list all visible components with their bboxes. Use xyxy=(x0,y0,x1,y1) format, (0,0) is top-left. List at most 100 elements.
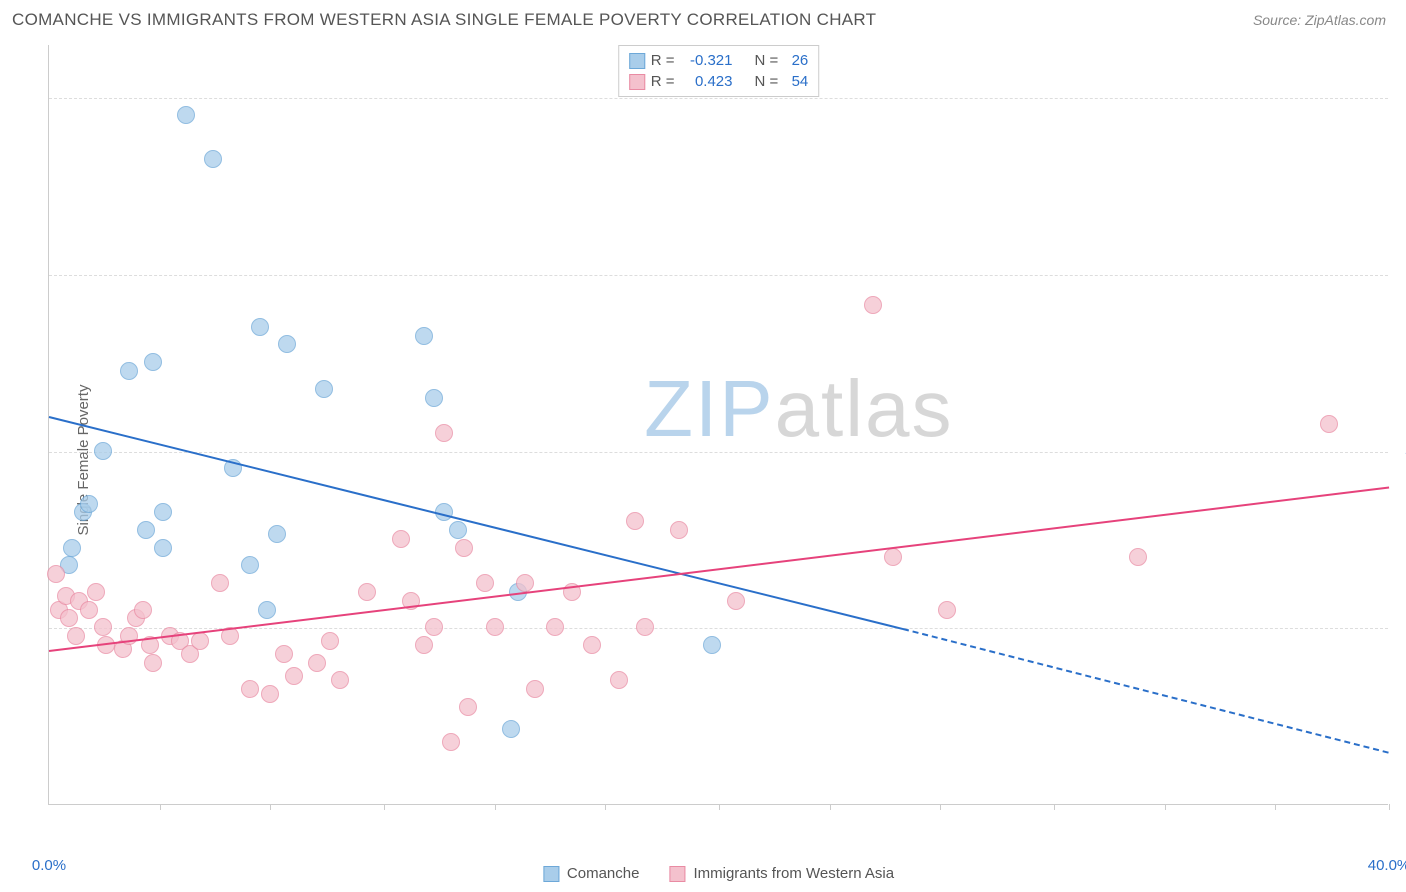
data-point xyxy=(442,733,460,751)
legend-r-label: R = xyxy=(651,73,675,90)
x-tick-mark xyxy=(160,804,161,810)
data-point xyxy=(120,362,138,380)
data-point xyxy=(144,654,162,672)
y-tick-label: 20.0% xyxy=(1393,620,1406,637)
legend-series-label: Comanche xyxy=(567,865,640,882)
data-point xyxy=(486,618,504,636)
data-point xyxy=(268,525,286,543)
chart-title: COMANCHE VS IMMIGRANTS FROM WESTERN ASIA… xyxy=(12,10,876,30)
data-point xyxy=(636,618,654,636)
data-point xyxy=(864,296,882,314)
data-point xyxy=(670,521,688,539)
data-point xyxy=(258,601,276,619)
x-tick-mark xyxy=(495,804,496,810)
x-tick-mark xyxy=(719,804,720,810)
data-point xyxy=(275,645,293,663)
legend-series-label: Immigrants from Western Asia xyxy=(693,865,894,882)
data-point xyxy=(435,424,453,442)
data-point xyxy=(526,680,544,698)
gridline-h xyxy=(49,275,1388,276)
data-point xyxy=(154,503,172,521)
watermark-atlas: atlas xyxy=(775,364,954,453)
legend-stats: R = -0.321 N = 26 R = 0.423 N = 54 xyxy=(618,45,820,97)
legend-n-value: 54 xyxy=(784,73,808,90)
data-point xyxy=(459,698,477,716)
data-point xyxy=(415,327,433,345)
data-point xyxy=(241,680,259,698)
y-tick-label: 60.0% xyxy=(1393,266,1406,283)
data-point xyxy=(211,574,229,592)
data-point xyxy=(134,601,152,619)
data-point xyxy=(285,667,303,685)
data-point xyxy=(415,636,433,654)
data-point xyxy=(315,380,333,398)
data-point xyxy=(449,521,467,539)
data-point xyxy=(1129,548,1147,566)
chart-source: Source: ZipAtlas.com xyxy=(1253,12,1386,28)
data-point xyxy=(425,389,443,407)
trend-line xyxy=(903,628,1389,754)
data-point xyxy=(144,353,162,371)
data-point xyxy=(884,548,902,566)
data-point xyxy=(321,632,339,650)
data-point xyxy=(331,671,349,689)
x-tick-mark xyxy=(1275,804,1276,810)
data-point xyxy=(80,495,98,513)
x-tick-label: 0.0% xyxy=(32,857,66,874)
data-point xyxy=(1320,415,1338,433)
gridline-h xyxy=(49,628,1388,629)
data-point xyxy=(703,636,721,654)
data-point xyxy=(476,574,494,592)
x-tick-mark xyxy=(605,804,606,810)
legend-stat-row: R = -0.321 N = 26 xyxy=(629,50,809,71)
data-point xyxy=(610,671,628,689)
legend-swatch xyxy=(669,866,685,882)
legend-r-value: -0.321 xyxy=(681,52,733,69)
plot-region: ZIPatlas R =-0.321N =26R =0.423N =54 Com… xyxy=(48,45,1388,805)
data-point xyxy=(137,521,155,539)
chart-area: Single Female Poverty ZIPatlas R =-0.321… xyxy=(0,35,1406,885)
gridline-h xyxy=(49,98,1388,99)
watermark: ZIPatlas xyxy=(644,363,953,455)
legend-n-label: N = xyxy=(755,73,779,90)
y-tick-label: 80.0% xyxy=(1393,90,1406,107)
legend-series-item: Comanche xyxy=(543,865,640,882)
legend-r-value: 0.423 xyxy=(681,73,733,90)
data-point xyxy=(177,106,195,124)
watermark-zip: ZIP xyxy=(644,364,774,453)
data-point xyxy=(60,609,78,627)
legend-r-label: R = xyxy=(651,52,675,69)
data-point xyxy=(241,556,259,574)
data-point xyxy=(938,601,956,619)
legend-series: Comanche Immigrants from Western Asia xyxy=(543,865,894,882)
x-tick-mark xyxy=(830,804,831,810)
y-tick-label: 40.0% xyxy=(1393,443,1406,460)
legend-n-value: 26 xyxy=(784,52,808,69)
legend-series-item: Immigrants from Western Asia xyxy=(669,865,894,882)
data-point xyxy=(154,539,172,557)
data-point xyxy=(358,583,376,601)
legend-swatch xyxy=(543,866,559,882)
data-point xyxy=(425,618,443,636)
data-point xyxy=(455,539,473,557)
x-tick-mark xyxy=(270,804,271,810)
x-tick-mark xyxy=(1165,804,1166,810)
chart-header: COMANCHE VS IMMIGRANTS FROM WESTERN ASIA… xyxy=(0,0,1406,35)
data-point xyxy=(261,685,279,703)
data-point xyxy=(67,627,85,645)
data-point xyxy=(546,618,564,636)
legend-swatch xyxy=(629,53,645,69)
data-point xyxy=(727,592,745,610)
x-tick-label: 40.0% xyxy=(1368,857,1406,874)
data-point xyxy=(94,442,112,460)
x-tick-mark xyxy=(1389,804,1390,810)
data-point xyxy=(392,530,410,548)
data-point xyxy=(204,150,222,168)
data-point xyxy=(87,583,105,601)
data-point xyxy=(516,574,534,592)
legend-n-label: N = xyxy=(755,52,779,69)
data-point xyxy=(47,565,65,583)
legend-swatch xyxy=(629,74,645,90)
gridline-h xyxy=(49,452,1388,453)
data-point xyxy=(502,720,520,738)
